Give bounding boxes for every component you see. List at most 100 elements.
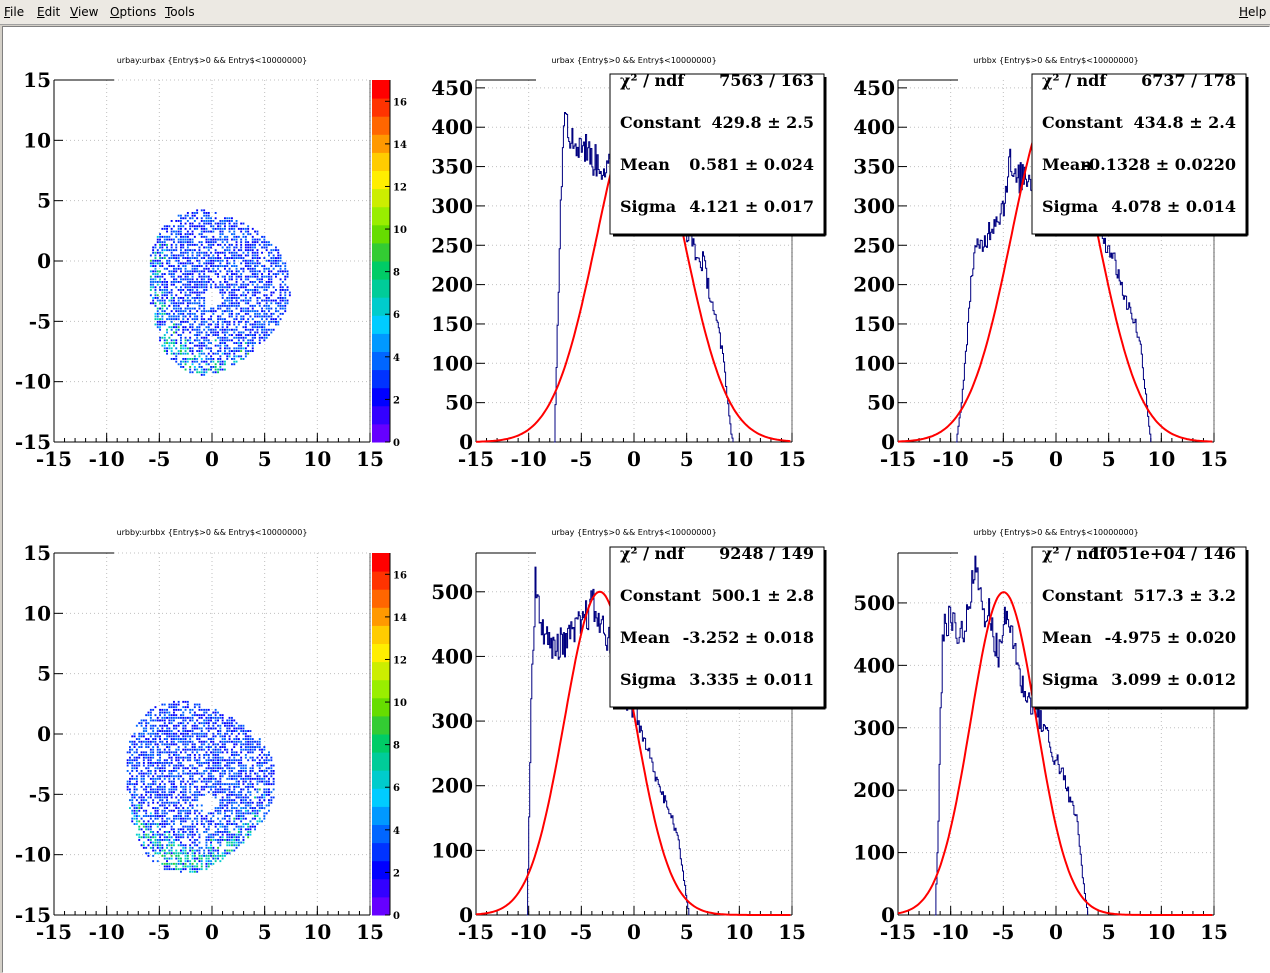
heatmap-cell: [237, 764, 240, 767]
heatmap-cell: [251, 759, 254, 762]
plot-pad-3[interactable]: urbbx {Entry$>0 && Entry$<10000000}-15 -1…: [853, 56, 1249, 471]
heatmap-cell: [166, 318, 168, 321]
heatmap-cell: [254, 817, 256, 820]
heatmap-cell: [186, 358, 189, 360]
heatmap-cell: [131, 820, 134, 823]
heatmap-cell: [152, 836, 155, 839]
heatmap-cell: [163, 299, 166, 302]
heatmap-cell: [177, 220, 180, 222]
heatmap-cell: [235, 304, 238, 307]
heatmap-cell: [258, 743, 261, 746]
heatmap-cell: [159, 251, 161, 254]
heatmap-cell: [133, 804, 136, 807]
heatmap-cell: [156, 775, 159, 778]
heatmap-cell: [159, 719, 161, 722]
heatmap-cell: [166, 862, 168, 865]
heatmap-cell: [180, 297, 182, 299]
menu-file[interactable]: File: [4, 5, 25, 19]
heatmap-cell: [263, 312, 266, 315]
heatmap-cell: [214, 708, 217, 711]
heatmap-cell: [270, 251, 273, 254]
menu-edit[interactable]: Edit: [37, 5, 61, 19]
heatmap-cell: [182, 241, 185, 244]
heatmap-cell: [166, 740, 168, 743]
heatmap-cell: [159, 281, 161, 283]
heatmap-cell: [231, 350, 233, 352]
heatmap-cell: [163, 323, 166, 326]
heatmap-cell: [207, 714, 210, 717]
heatmap-cell: [191, 289, 194, 291]
heatmap-cell: [226, 841, 229, 844]
heatmap-cell: [182, 283, 185, 286]
heatmap-cell: [170, 328, 173, 331]
plot-pad-2[interactable]: urbax {Entry$>0 && Entry$<10000000}-15 -1…: [431, 56, 827, 471]
plot-pad-5[interactable]: urbay {Entry$>0 && Entry$<10000000}-15 -1…: [431, 528, 827, 944]
heatmap-cell: [149, 275, 152, 278]
heatmap-cell: [149, 756, 152, 759]
heatmap-cell: [242, 748, 245, 751]
menu-tools[interactable]: Tools: [165, 5, 195, 19]
heatmap-cell: [173, 307, 175, 310]
heatmap-cell: [189, 809, 192, 812]
heatmap-cell: [161, 289, 164, 291]
heatmap-cell: [233, 719, 236, 722]
plot-pad-1[interactable]: urbay:urbax {Entry$>0 && Entry$<10000000…: [15, 56, 407, 471]
stats-value: 500.1 ± 2.8: [712, 586, 814, 605]
heatmap-cell: [256, 328, 259, 331]
heatmap-cell: [154, 323, 157, 326]
heatmap-cell: [156, 235, 159, 238]
heatmap-cell: [258, 780, 261, 783]
heatmap-cell: [224, 281, 226, 283]
heatmap-cell: [277, 315, 280, 318]
plot-pad-4[interactable]: urbby:urbbx {Entry$>0 && Entry$<10000000…: [15, 528, 407, 944]
heatmap-cell: [175, 360, 178, 363]
heatmap-cell: [247, 251, 250, 254]
heatmap-cell: [235, 812, 238, 815]
heatmap-cell: [180, 254, 182, 257]
heatmap-cell: [175, 759, 178, 762]
heatmap-cell: [237, 772, 240, 775]
menu-view[interactable]: View: [70, 5, 99, 19]
heatmap-cell: [196, 267, 199, 270]
heatmap-cell: [210, 278, 212, 281]
heatmap-cell: [156, 817, 159, 820]
heatmap-cell: [173, 278, 175, 281]
heatmap-cell: [249, 275, 252, 278]
heatmap-cell: [177, 297, 180, 299]
heatmap-cell: [219, 759, 222, 762]
heatmap-cell: [242, 270, 245, 273]
heatmap-cell: [193, 780, 196, 783]
heatmap-cell: [191, 823, 194, 825]
heatmap-cell: [247, 227, 250, 230]
heatmap-cell: [196, 336, 199, 339]
heatmap-cell: [205, 740, 208, 743]
heatmap-cell: [258, 770, 261, 772]
heatmap-cell: [166, 350, 168, 352]
heatmap-cell: [210, 347, 212, 350]
heatmap-cell: [224, 336, 226, 339]
heatmap-cell: [247, 267, 250, 270]
menu-help[interactable]: Help: [1239, 5, 1267, 19]
heatmap-cell: [170, 289, 173, 291]
heatmap-cell: [226, 281, 229, 283]
heatmap-cell: [263, 777, 266, 780]
heatmap-cell: [272, 267, 275, 270]
heatmap-cell: [286, 273, 289, 275]
palette-band: [372, 589, 390, 608]
heatmap-cell: [219, 251, 222, 254]
plot-pad-6[interactable]: urbby {Entry$>0 && Entry$<10000000}-15 -1…: [853, 528, 1249, 944]
heatmap-cell: [154, 844, 157, 847]
heatmap-cell: [177, 759, 180, 762]
heatmap-cell: [196, 844, 199, 847]
heatmap-cell: [131, 796, 134, 799]
menu-options[interactable]: Options: [110, 5, 157, 19]
heatmap-cell: [177, 764, 180, 767]
heatmap-cell: [275, 275, 277, 278]
heatmap-cell: [180, 716, 182, 719]
heatmap-cell: [156, 249, 159, 252]
